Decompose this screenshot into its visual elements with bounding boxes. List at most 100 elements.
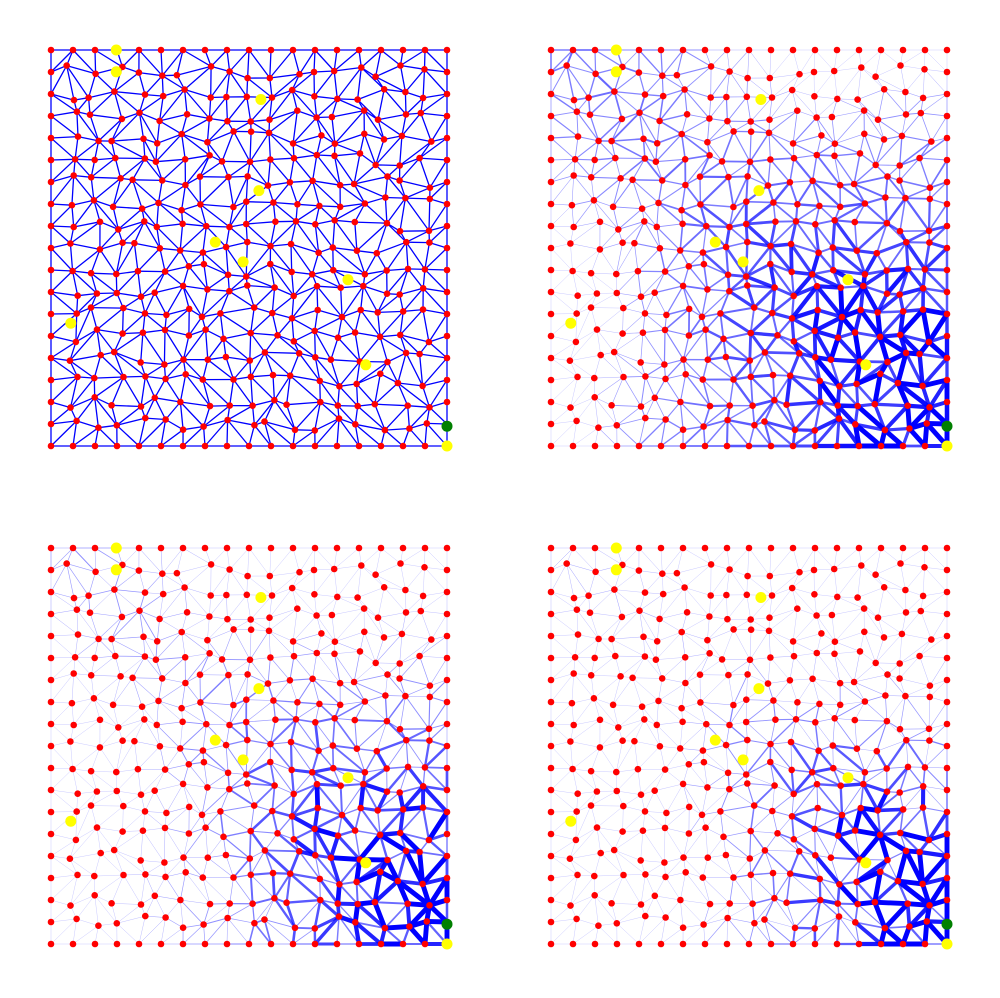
network-node xyxy=(547,46,555,54)
network-edge xyxy=(575,811,577,841)
network-edge xyxy=(316,134,323,156)
network-edge xyxy=(161,49,184,77)
network-edge xyxy=(339,782,365,787)
network-edge xyxy=(71,270,79,297)
network-edge xyxy=(769,587,793,618)
network-edge xyxy=(332,246,358,252)
network-node xyxy=(620,373,627,381)
network-edge xyxy=(96,790,117,792)
network-edge xyxy=(199,203,231,228)
network-edge xyxy=(664,329,690,337)
network-node xyxy=(161,268,169,275)
network-node xyxy=(595,137,602,145)
network-edge xyxy=(644,312,667,316)
network-node xyxy=(816,377,824,385)
network-edge xyxy=(405,352,424,387)
network-edge xyxy=(405,685,431,697)
network-node xyxy=(789,46,797,54)
network-edge xyxy=(640,874,646,905)
network-node xyxy=(566,357,574,365)
network-edge xyxy=(726,418,756,427)
network-edge xyxy=(219,810,225,838)
network-node xyxy=(443,134,451,142)
network-edge xyxy=(854,719,888,722)
network-edge xyxy=(386,352,407,363)
network-node xyxy=(159,72,166,79)
network-edge xyxy=(89,114,123,120)
network-edge xyxy=(771,810,793,817)
network-edge xyxy=(90,805,98,828)
network-edge xyxy=(357,565,362,598)
network-edge xyxy=(572,768,578,794)
network-edge xyxy=(898,267,910,297)
network-edge xyxy=(271,587,293,596)
network-edge xyxy=(386,222,407,243)
network-edge xyxy=(575,827,598,841)
network-node xyxy=(380,634,388,641)
network-node xyxy=(91,940,99,948)
network-node xyxy=(96,744,104,751)
network-edge xyxy=(160,429,184,447)
network-edge xyxy=(156,631,182,642)
network-node xyxy=(354,900,362,908)
network-node xyxy=(591,394,598,401)
network-edge xyxy=(704,328,709,361)
network-edge xyxy=(69,377,95,409)
network-edge xyxy=(852,805,864,833)
network-edge xyxy=(622,719,645,741)
network-edge xyxy=(341,285,364,318)
network-edge xyxy=(372,878,400,905)
network-edge xyxy=(219,805,255,812)
network-edge xyxy=(156,202,160,228)
network-node xyxy=(310,68,318,76)
network-edge xyxy=(292,587,315,595)
network-edge xyxy=(812,329,818,360)
network-edge xyxy=(725,241,749,248)
network-node xyxy=(570,172,577,179)
network-edge xyxy=(362,285,388,295)
network-edge xyxy=(113,351,142,364)
network-edge xyxy=(744,222,773,248)
network-node xyxy=(204,784,211,791)
network-edge xyxy=(550,874,578,901)
source-6-node xyxy=(737,256,749,268)
network-edge xyxy=(401,612,407,635)
network-edge xyxy=(205,827,209,858)
network-edge xyxy=(71,698,95,704)
network-node xyxy=(331,217,339,224)
network-edge xyxy=(50,247,74,272)
network-node xyxy=(919,306,927,313)
network-edge xyxy=(550,175,575,183)
network-edge xyxy=(645,376,666,380)
network-edge xyxy=(164,827,184,858)
network-edge xyxy=(829,856,861,861)
network-edge xyxy=(179,223,184,252)
network-node xyxy=(153,223,161,231)
network-node xyxy=(921,46,929,54)
network-edge xyxy=(311,154,318,182)
network-node xyxy=(834,334,842,342)
network-node xyxy=(876,333,884,341)
network-node xyxy=(47,420,55,428)
network-node xyxy=(355,940,363,948)
network-edge xyxy=(288,849,301,876)
network-node xyxy=(267,46,275,54)
network-edge xyxy=(814,96,817,118)
network-edge xyxy=(575,307,592,343)
network-edge xyxy=(799,49,816,75)
network-edge xyxy=(745,283,756,310)
network-node xyxy=(399,442,407,450)
network-edge xyxy=(856,720,888,750)
network-edge xyxy=(719,306,756,315)
network-edge xyxy=(616,740,623,773)
network-edge xyxy=(642,332,665,365)
network-edge xyxy=(810,250,821,277)
network-edge xyxy=(885,360,900,385)
network-node xyxy=(679,426,687,434)
network-node xyxy=(443,632,451,640)
network-node xyxy=(331,638,339,645)
network-node xyxy=(185,761,193,768)
network-edge xyxy=(719,290,731,315)
network-edge xyxy=(245,263,271,278)
network-node xyxy=(384,671,391,678)
